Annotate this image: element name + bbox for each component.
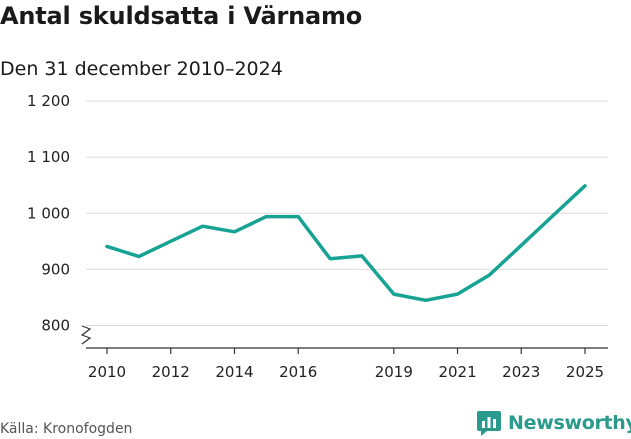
source-note: Källa: Kronofogden bbox=[0, 421, 132, 437]
series-layer bbox=[105, 184, 587, 303]
chart-subtitle: Den 31 december 2010–2024 bbox=[0, 58, 283, 80]
newsworthy-logo-icon bbox=[477, 411, 501, 436]
x-axis-ticks: 2010 2012 2014 2016 2019 2021 2023 2025 bbox=[88, 348, 604, 381]
y-tick-label: 1 200 bbox=[27, 92, 70, 110]
x-tick-label: 2021 bbox=[438, 363, 476, 381]
y-tick-label: 900 bbox=[41, 260, 70, 278]
y-axis-ticks: 800 900 1 000 1 100 1 200 bbox=[27, 92, 70, 335]
source-prefix: Källa: bbox=[0, 421, 39, 437]
x-tick-label: 2014 bbox=[215, 363, 253, 381]
x-axis bbox=[80, 325, 608, 349]
brand-logo[interactable]: Newsworthy bbox=[476, 408, 631, 438]
source-name: Kronofogden bbox=[43, 421, 133, 437]
y-tick-label: 800 bbox=[41, 317, 70, 335]
axis-break-icon bbox=[80, 325, 92, 345]
y-tick-label: 1 000 bbox=[27, 204, 70, 222]
gridlines bbox=[86, 100, 608, 327]
y-tick-label: 1 100 bbox=[27, 148, 70, 166]
brand-name: Newsworthy bbox=[508, 412, 631, 434]
x-tick-label: 2012 bbox=[152, 363, 190, 381]
x-tick-label: 2010 bbox=[88, 363, 126, 381]
x-tick-label: 2019 bbox=[375, 363, 413, 381]
chart-title: Antal skuldsatta i Värnamo bbox=[0, 2, 363, 30]
series-line bbox=[105, 184, 587, 303]
x-tick-label: 2023 bbox=[502, 363, 540, 381]
x-tick-label: 2025 bbox=[566, 363, 604, 381]
x-tick-label: 2016 bbox=[279, 363, 317, 381]
